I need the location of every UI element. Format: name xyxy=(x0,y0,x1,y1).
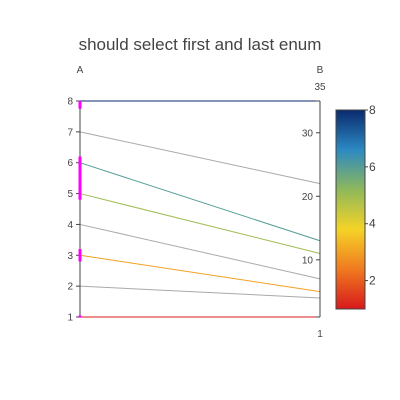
axis-A-tick-label: 3 xyxy=(67,251,73,262)
data-line xyxy=(79,254,321,293)
axis-A-selection-bar[interactable] xyxy=(78,101,82,109)
colorbar-tick-label: 4 xyxy=(369,217,376,231)
colorbar: 2 4 6 8 xyxy=(335,103,376,310)
colorbar-gradient xyxy=(335,109,366,310)
axis-A-selection-bar[interactable] xyxy=(78,156,82,200)
data-line xyxy=(79,162,321,242)
axis-A-tick-label: 2 xyxy=(67,282,73,293)
lines-layer xyxy=(79,100,321,318)
axis-B-ticks: 1 10 20 30 35 xyxy=(302,82,326,340)
axis-A-label[interactable]: A xyxy=(77,65,84,76)
axis-A-selections[interactable] xyxy=(78,101,82,318)
axis-B-tick-label: 10 xyxy=(302,255,314,266)
data-line xyxy=(79,223,321,280)
axis-B-tick-label: 30 xyxy=(302,128,314,139)
chart-title: should select first and last enum xyxy=(79,35,322,54)
axis-A-tick-label: 7 xyxy=(67,127,73,138)
axis-B-tick-label: 35 xyxy=(314,82,326,93)
colorbar-ticks: 2 4 6 8 xyxy=(365,103,376,288)
axis-A-tick-label: 4 xyxy=(67,220,73,231)
data-line xyxy=(79,131,321,185)
axis-B-label[interactable]: B xyxy=(317,65,324,76)
axis-A-tick-label: 6 xyxy=(67,158,73,169)
colorbar-tick-label: 8 xyxy=(369,103,376,117)
data-line xyxy=(79,285,321,299)
axis-A-tick-label: 1 xyxy=(67,313,73,324)
axis-A-ticks: 1 2 3 4 5 6 7 8 xyxy=(67,97,80,324)
axis-B[interactable]: B 1 10 20 30 35 xyxy=(302,65,326,340)
axis-A-tick-label: 8 xyxy=(67,97,73,108)
axis-A-selection-bar[interactable] xyxy=(78,249,82,262)
axis-B-tick-label: 20 xyxy=(302,192,314,203)
axis-A-tick-label: 5 xyxy=(67,189,73,200)
axis-A[interactable]: A 1 2 3 4 5 6 7 8 xyxy=(67,65,83,324)
axis-B-tick-label: 1 xyxy=(317,329,323,340)
data-line xyxy=(79,193,321,254)
axis-A-selection-bar[interactable] xyxy=(78,315,82,318)
colorbar-tick-label: 2 xyxy=(369,274,376,288)
colorbar-tick-label: 6 xyxy=(369,160,376,174)
